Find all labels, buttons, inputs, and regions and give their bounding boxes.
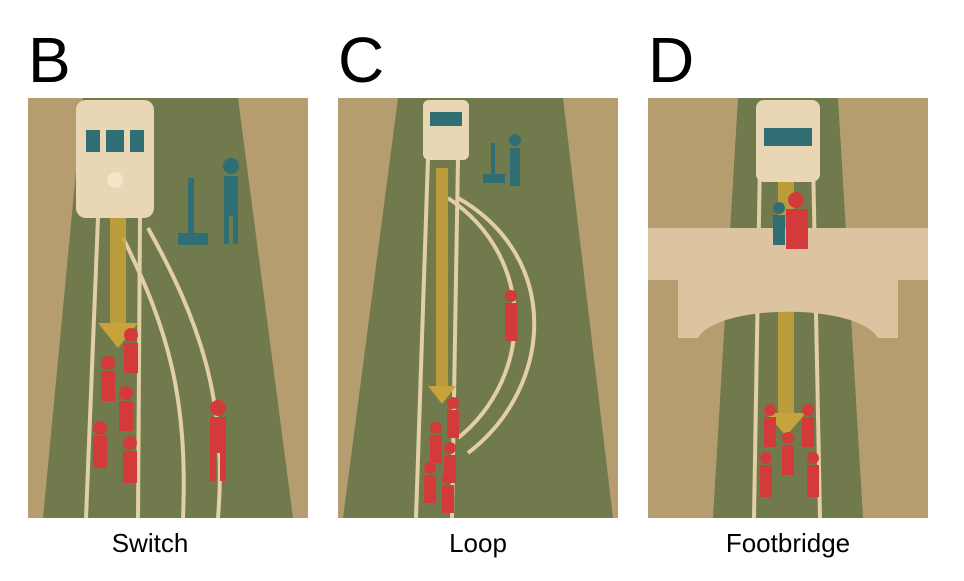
panel-c-caption: Loop (449, 528, 507, 558)
panel-d-letter: D (648, 24, 695, 96)
panel-b-letter: B (28, 24, 71, 96)
panel-b-caption: Switch (111, 528, 189, 558)
panel-c-loop-illustration (338, 98, 618, 518)
panel-d-footbridge-illustration (648, 98, 928, 518)
panel-d-caption: Footbridge (725, 528, 851, 558)
panel-c-letter: C (338, 24, 385, 96)
panel-b-switch-illustration (28, 98, 308, 518)
